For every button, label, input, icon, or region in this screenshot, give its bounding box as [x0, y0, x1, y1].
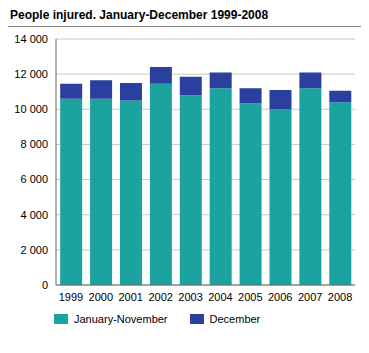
- svg-text:2007: 2007: [298, 291, 322, 303]
- svg-text:2002: 2002: [148, 291, 172, 303]
- svg-text:2003: 2003: [178, 291, 202, 303]
- svg-text:2000: 2000: [89, 291, 113, 303]
- html-text:January-November: January-November: [74, 313, 168, 325]
- svg-text:4 000: 4 000: [20, 209, 48, 221]
- svg-text:2008: 2008: [328, 291, 352, 303]
- svg-text:8 000: 8 000: [20, 138, 48, 150]
- svg-text:2004: 2004: [208, 291, 232, 303]
- svg-text:2001: 2001: [119, 291, 143, 303]
- svg-text:6 000: 6 000: [20, 173, 48, 185]
- svg-text:2006: 2006: [268, 291, 292, 303]
- svg-text:2 000: 2 000: [20, 244, 48, 256]
- svg-text:0: 0: [42, 279, 48, 291]
- svg-text:1999: 1999: [59, 291, 83, 303]
- svg-text:2005: 2005: [238, 291, 262, 303]
- svg-text:10 000: 10 000: [14, 103, 48, 115]
- html-text:December: December: [209, 313, 261, 325]
- svg-text:12 000: 12 000: [14, 68, 48, 80]
- html-text:People injured. January-Decemb: People injured. January-December 1999-20…: [10, 8, 269, 22]
- svg-text:14 000: 14 000: [14, 33, 48, 45]
